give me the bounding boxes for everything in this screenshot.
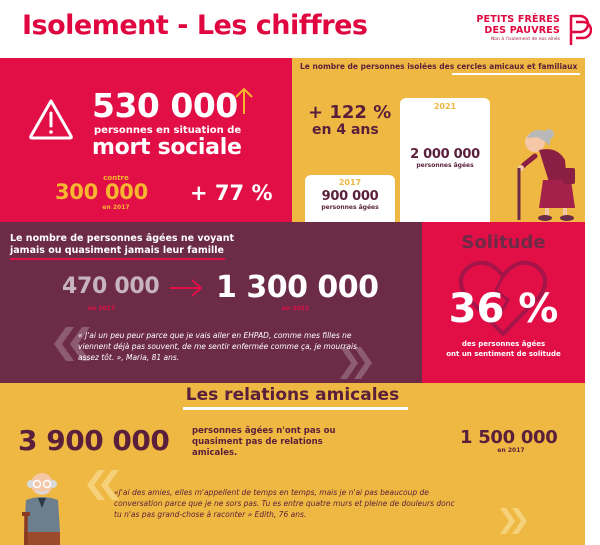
- famille-to-year: en 2021: [282, 305, 310, 312]
- bar-2021: 2021 2 000 000 personnes âgées: [400, 98, 490, 222]
- quote-open-icon: [54, 327, 90, 361]
- relations-compare-value: 1 500 000: [460, 427, 558, 448]
- famille-from-year: en 2017: [88, 305, 116, 312]
- solitude-title: Solitude: [461, 232, 546, 253]
- logo-line-1: PETITS FRÈRES: [476, 14, 560, 25]
- solitude-panel: [422, 222, 585, 383]
- heart-icon: [458, 260, 548, 336]
- mort-sociale-headline: mort sociale: [92, 135, 242, 160]
- relations-description: personnes âgées n'ont pas ou quasiment p…: [192, 426, 336, 458]
- bar-unit: personnes âgées: [321, 204, 379, 211]
- heading-underline: [183, 407, 408, 410]
- quote-close-icon: [500, 508, 527, 534]
- bar-unit: personnes âgées: [416, 162, 474, 169]
- famille-from-value: 470 000: [62, 274, 160, 299]
- logo-pp-icon: [569, 14, 592, 45]
- mort-sociale-value: 530 000: [92, 86, 238, 125]
- warning-triangle-icon: [29, 99, 73, 140]
- bar-2017: 2017 900 000 personnes âgées: [305, 175, 395, 222]
- relations-compare-year: en 2017: [497, 447, 525, 454]
- cercles-heading: Le nombre de personnes isolées des cercl…: [300, 62, 578, 71]
- arrow-right-icon: [170, 279, 203, 297]
- quote-close-icon: [340, 347, 372, 379]
- relations-value: 3 900 000: [18, 424, 170, 457]
- cercles-change-period: en 4 ans: [312, 122, 379, 138]
- mort-sociale-subtitle: personnes en situation de: [94, 125, 242, 136]
- logo-tagline: Non à l'isolement de nos aînés: [490, 37, 560, 42]
- compare-value: 300 000: [55, 180, 148, 204]
- heading-underline: [452, 73, 580, 75]
- cercles-change: + 122 %: [308, 102, 392, 123]
- famille-to-value: 1 300 000: [216, 270, 379, 305]
- page-title: Isolement - Les chiffres: [22, 10, 368, 41]
- compare-year: en 2017: [102, 204, 130, 211]
- solitude-subtitle: des personnes âgées ont un sentiment de …: [422, 339, 585, 359]
- bar-year: 2017: [338, 178, 362, 187]
- arrow-up-icon: [235, 87, 253, 114]
- change-percent: + 77 %: [190, 181, 273, 205]
- relations-quote: «J'ai des amies, elles m'appellent de te…: [114, 488, 455, 519]
- solitude-value: 36 %: [448, 286, 559, 332]
- solitude-subtitle-line-2: ont un sentiment de solitude: [446, 350, 561, 358]
- famille-heading: Le nombre de personnes âgées ne voyant j…: [10, 233, 250, 257]
- quote-open-icon: [87, 470, 119, 500]
- bar-value: 900 000: [321, 189, 379, 204]
- mort-sociale-panel: [0, 58, 292, 222]
- famille-quote: « J'ai un peu peur parce que je vais all…: [78, 331, 357, 362]
- compare-label: contre: [103, 174, 129, 182]
- famille-heading-line-2: jamais ou quasiment jamais leur famille: [10, 245, 224, 256]
- relations-title: Les relations amicales: [185, 385, 400, 405]
- solitude-subtitle-line-1: des personnes âgées: [461, 340, 546, 348]
- bar-value: 2 000 000: [410, 147, 480, 162]
- relations-panel: [0, 383, 585, 545]
- elderly-woman-illustration-icon: [517, 129, 575, 221]
- heading-underline: [10, 258, 225, 260]
- famille-heading-line-1: Le nombre de personnes âgées ne voyant: [10, 233, 235, 244]
- logo[interactable]: PETITS FRÈRES DES PAUVRES Non à l'isolem…: [468, 14, 560, 44]
- logo-line-2: DES PAUVRES: [484, 25, 560, 36]
- bar-year: 2021: [433, 102, 457, 111]
- elderly-man-illustration-icon: [22, 473, 60, 545]
